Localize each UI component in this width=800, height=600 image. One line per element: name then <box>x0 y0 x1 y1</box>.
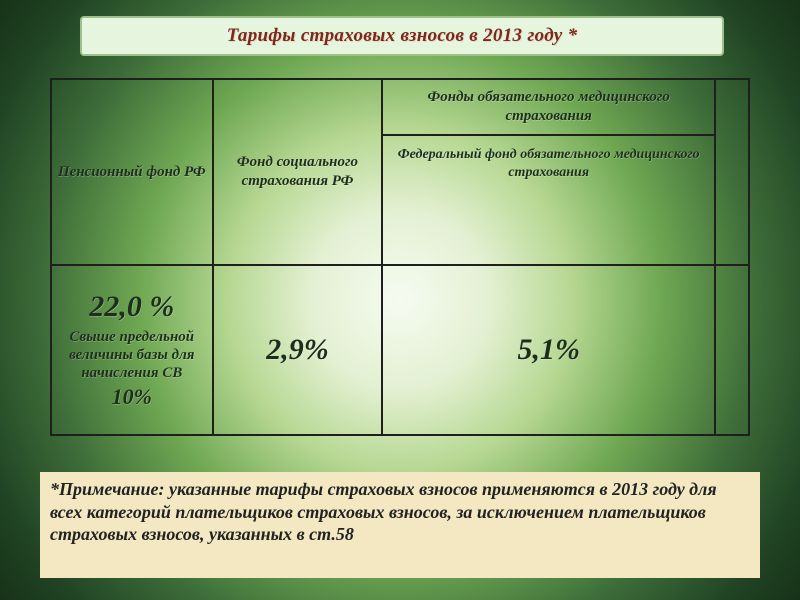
value-pfr-main: 22,0 % <box>58 290 206 324</box>
footnote-box: *Примечание: указанные тарифы страховых … <box>40 472 760 578</box>
value-blank <box>715 265 749 435</box>
col-header-ffoms: Федеральный фонд обязательного медицинск… <box>382 135 715 265</box>
col-header-pfr: Пенсионный фонд РФ <box>51 79 213 265</box>
slide-title: Тарифы страховых взносов в 2013 году * <box>227 25 578 47</box>
col-header-foms-group: Фонды обязательного медицинского страхов… <box>382 79 715 135</box>
value-pfr: 22,0 % Свыше предельной величины базы дл… <box>51 265 213 435</box>
title-bar: Тарифы страховых взносов в 2013 году * <box>80 16 724 56</box>
col-header-fss: Фонд социального страхования РФ <box>213 79 383 265</box>
slide-background: Тарифы страховых взносов в 2013 году * П… <box>0 0 800 600</box>
footnote-text: *Примечание: указанные тарифы страховых … <box>50 478 750 546</box>
tariff-table-wrap: Пенсионный фонд РФ Фонд социального стра… <box>50 78 750 436</box>
value-pfr-note: Свыше предельной величины базы для начис… <box>58 328 206 382</box>
tariff-table: Пенсионный фонд РФ Фонд социального стра… <box>50 78 750 436</box>
value-fss: 2,9% <box>213 265 383 435</box>
col-header-blank <box>715 79 749 265</box>
value-pfr-extra: 10% <box>58 384 206 410</box>
value-foms: 5,1% <box>382 265 715 435</box>
